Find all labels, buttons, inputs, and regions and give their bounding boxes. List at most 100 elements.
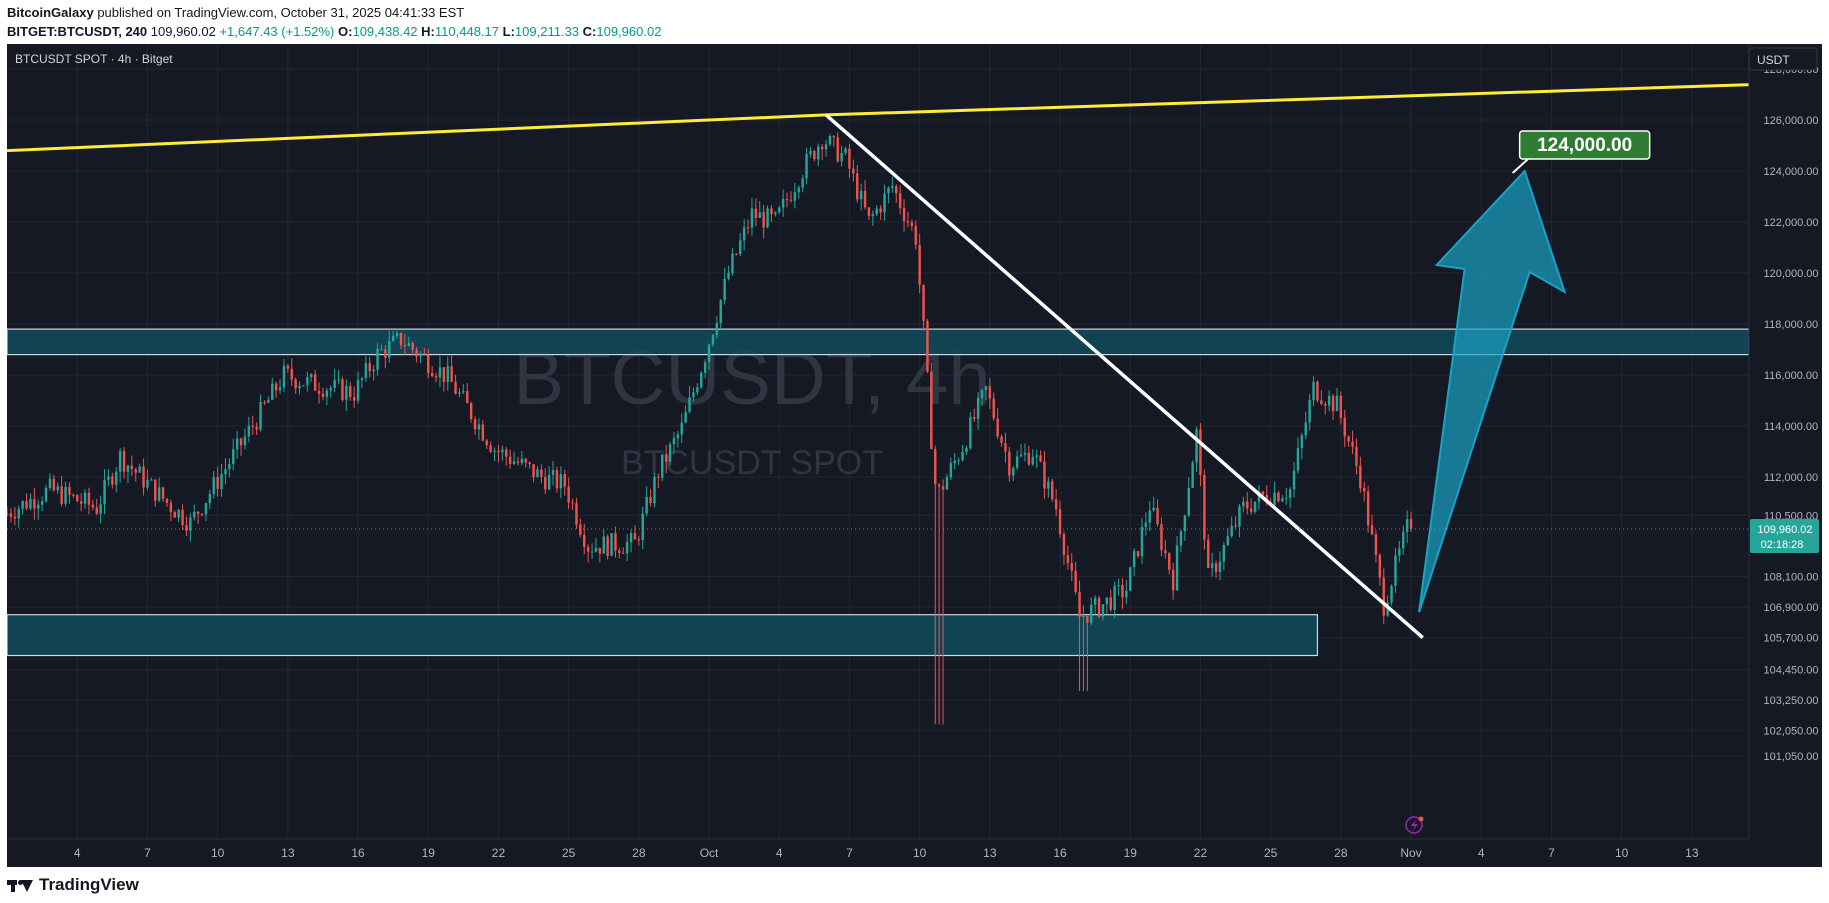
candle-body xyxy=(263,401,266,403)
candle-body xyxy=(606,536,609,556)
candle-body xyxy=(134,469,137,473)
candle-body xyxy=(852,168,855,174)
current-price-text: 109,960.02 xyxy=(1757,524,1812,536)
candle-body xyxy=(1054,499,1058,510)
candle-body xyxy=(1140,526,1144,557)
candle-body xyxy=(1394,555,1397,586)
support-zone[interactable] xyxy=(7,614,1319,657)
candle-body xyxy=(1257,491,1261,502)
candle-body xyxy=(965,447,968,452)
low-value: 109,211.33 xyxy=(514,24,580,39)
candle-body xyxy=(1234,525,1237,527)
candle-body xyxy=(17,508,20,519)
candle-body xyxy=(384,349,387,358)
candle-body xyxy=(189,517,192,531)
candle-body xyxy=(598,547,602,554)
candle-body xyxy=(1210,563,1214,568)
currency-button[interactable]: USDT xyxy=(1748,47,1818,71)
candle-body xyxy=(1090,604,1093,623)
candle-body xyxy=(138,466,141,473)
candle-body xyxy=(692,392,695,398)
price-axis-label: 103,250.00 xyxy=(1763,695,1818,707)
candle-body xyxy=(407,343,410,347)
candle-body xyxy=(520,458,524,464)
candle-body xyxy=(415,349,418,357)
target-label[interactable]: 124,000.00 xyxy=(1511,130,1651,174)
candle-body xyxy=(442,367,446,383)
price-axis-label: 101,050.00 xyxy=(1763,751,1818,763)
candle-body xyxy=(1366,491,1370,526)
candle-body xyxy=(122,451,126,472)
candle-body xyxy=(614,533,617,551)
candle-body xyxy=(1008,451,1011,476)
price-chart[interactable]: BTCUSDT, 4h BTCUSDT SPOT 124,000.00 128,… xyxy=(7,44,1822,867)
candle-body xyxy=(1019,454,1023,457)
target-arrow[interactable] xyxy=(1418,169,1567,613)
drawings[interactable]: 124,000.00 xyxy=(7,82,1763,639)
candle-body xyxy=(294,379,297,389)
price-axis-label: 106,900.00 xyxy=(1763,602,1818,614)
candle-body xyxy=(1144,522,1148,527)
candle-body xyxy=(25,501,28,509)
candle-body xyxy=(481,424,485,441)
candle-body xyxy=(723,278,726,300)
last-price: 109,960.02 xyxy=(150,24,216,39)
candle-body xyxy=(668,444,672,462)
candle-body xyxy=(867,207,871,217)
candle-body xyxy=(844,148,847,154)
time-axis-label: 13 xyxy=(1685,846,1699,860)
upper-trendline[interactable] xyxy=(7,82,1763,153)
candle-body xyxy=(497,450,500,453)
candle-body xyxy=(703,362,707,373)
lightning-icon[interactable] xyxy=(1405,816,1424,834)
candle-body xyxy=(649,496,652,504)
candle-body xyxy=(930,371,933,450)
candle-body xyxy=(793,192,797,201)
candle-body xyxy=(154,479,157,501)
candle-body xyxy=(438,367,442,378)
candle-body xyxy=(130,465,134,470)
candle-body xyxy=(945,477,949,490)
candle-body xyxy=(1171,569,1175,591)
candle-body xyxy=(653,476,656,504)
ohlc-line: BITGET:BTCUSDT, 240 109,960.02 +1,647.43… xyxy=(7,24,661,39)
candle-body xyxy=(547,474,551,490)
candle-body xyxy=(196,511,200,514)
countdown-text: 02:18:28 xyxy=(1761,539,1804,551)
candle-body xyxy=(48,478,52,488)
candle-body xyxy=(329,387,332,391)
candle-body xyxy=(1000,436,1003,444)
tradingview-logo[interactable]: TradingView xyxy=(7,875,139,895)
time-axis-label: 22 xyxy=(1194,846,1208,860)
descending-trendline[interactable] xyxy=(824,113,1424,639)
candle-body xyxy=(1035,455,1038,458)
chart-panel[interactable]: BTCUSDT, 4h BTCUSDT SPOT 124,000.00 128,… xyxy=(7,44,1822,867)
candle-body xyxy=(126,465,130,472)
candle-body xyxy=(750,208,754,228)
candle-body xyxy=(454,381,457,394)
candle-body xyxy=(1070,562,1073,571)
candle-body xyxy=(1292,470,1296,490)
time-axis-label: 13 xyxy=(281,846,295,860)
candle-body xyxy=(181,509,184,526)
candle-body xyxy=(805,154,808,179)
candle-body xyxy=(1203,474,1206,540)
candle-body xyxy=(524,458,527,463)
candle-body xyxy=(1012,467,1015,476)
candle-body xyxy=(290,368,293,380)
candle-body xyxy=(1382,577,1385,616)
candle-body xyxy=(37,504,40,509)
candle-body xyxy=(251,425,254,427)
candle-body xyxy=(1097,598,1101,617)
time-axis-label: 16 xyxy=(351,846,365,860)
time-axis-label: 25 xyxy=(562,846,576,860)
candle-body xyxy=(473,419,477,430)
price-axis-label: 105,700.00 xyxy=(1763,633,1818,645)
author-name[interactable]: BitcoinGalaxy xyxy=(7,5,94,20)
candle-body xyxy=(274,383,278,391)
candle-body xyxy=(922,284,925,321)
price-axis-label: 122,000.00 xyxy=(1763,217,1818,229)
time-axis-label: 10 xyxy=(211,846,225,860)
candle-body xyxy=(571,502,574,504)
candle-body xyxy=(754,208,758,218)
